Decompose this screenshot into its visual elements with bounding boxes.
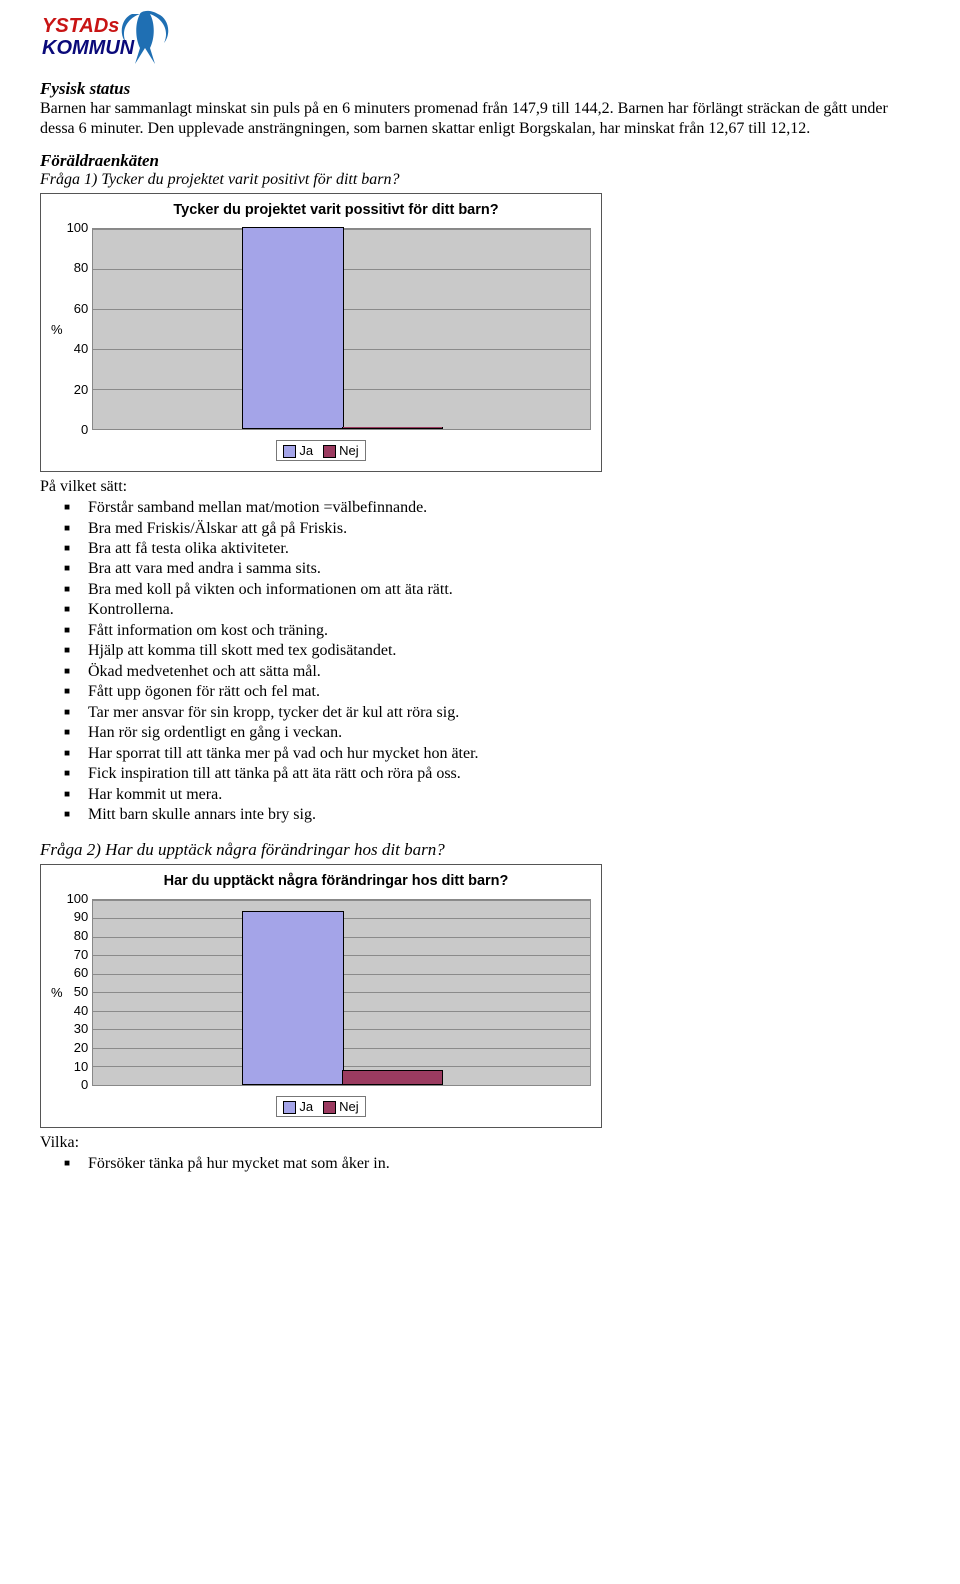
- legend-item: Ja: [283, 1099, 313, 1114]
- chart-2-plot: [92, 899, 591, 1086]
- chart-1-ticks: 100806040200: [67, 228, 93, 430]
- bullets-1: Förstår samband mellan mat/motion =välbe…: [40, 498, 920, 826]
- legend-item: Nej: [323, 1099, 359, 1114]
- list-item: Bra med koll på vikten och informationen…: [88, 580, 920, 600]
- list-item: Har sporrat till att tänka mer på vad oc…: [88, 744, 920, 764]
- chart-2-ylabel: %: [51, 899, 67, 1086]
- chart-2-title: Har du upptäckt några förändringar hos d…: [51, 873, 591, 889]
- legend-item: Nej: [323, 443, 359, 458]
- list-item: Fick inspiration till att tänka på att ä…: [88, 764, 920, 784]
- chart-2-legend: Ja Nej: [51, 1096, 591, 1117]
- body-text-fysisk: Barnen har sammanlagt minskat sin puls p…: [40, 99, 920, 139]
- list-item: Tar mer ansvar för sin kropp, tycker det…: [88, 703, 920, 723]
- svg-text:KOMMUN: KOMMUN: [42, 37, 135, 59]
- bullets1-intro: På vilket sätt:: [40, 478, 920, 496]
- legend-swatch: [323, 445, 336, 458]
- chart-1-title: Tycker du projektet varit possitivt för …: [51, 202, 591, 218]
- bar: [342, 427, 443, 429]
- list-item: Fått upp ögonen för rätt och fel mat.: [88, 682, 920, 702]
- legend-swatch: [323, 1101, 336, 1114]
- svg-text:YSTADs: YSTADs: [42, 15, 119, 37]
- list-item: Fått information om kost och träning.: [88, 621, 920, 641]
- legend-swatch: [283, 445, 296, 458]
- gridline: [93, 900, 590, 901]
- list-item: Har kommit ut mera.: [88, 785, 920, 805]
- question-2: Fråga 2) Har du upptäck några förändring…: [40, 840, 920, 860]
- list-item: Bra med Friskis/Älskar att gå på Friskis…: [88, 519, 920, 539]
- list-item: Försöker tänka på hur mycket mat som åke…: [88, 1154, 920, 1174]
- chart-1-plot: [92, 228, 591, 430]
- section-heading-fysisk: Fysisk status: [40, 79, 920, 99]
- bullets-2: Försöker tänka på hur mycket mat som åke…: [40, 1154, 920, 1174]
- bar: [242, 911, 343, 1085]
- survey-heading: Föräldraenkäten: [40, 151, 920, 171]
- list-item: Mitt barn skulle annars inte bry sig.: [88, 805, 920, 825]
- bar: [342, 1070, 443, 1085]
- chart-2-ticks: 1009080706050403020100: [67, 899, 93, 1086]
- list-item: Bra att få testa olika aktiviteter.: [88, 539, 920, 559]
- list-item: Bra att vara med andra i samma sits.: [88, 559, 920, 579]
- logo: YSTADs KOMMUN: [40, 8, 920, 75]
- list-item: Ökad medvetenhet och att sätta mål.: [88, 662, 920, 682]
- list-item: Hjälp att komma till skott med tex godis…: [88, 641, 920, 661]
- legend-item: Ja: [283, 443, 313, 458]
- list-item: Förstår samband mellan mat/motion =välbe…: [88, 498, 920, 518]
- chart-2: Har du upptäckt några förändringar hos d…: [40, 864, 602, 1128]
- list-item: Kontrollerna.: [88, 600, 920, 620]
- list-item: Han rör sig ordentligt en gång i veckan.: [88, 723, 920, 743]
- legend-swatch: [283, 1101, 296, 1114]
- logo-svg: YSTADs KOMMUN: [40, 8, 200, 70]
- chart-1-legend: Ja Nej: [51, 440, 591, 461]
- chart-1: Tycker du projektet varit possitivt för …: [40, 193, 602, 472]
- chart-1-ylabel: %: [51, 228, 67, 430]
- bar: [242, 227, 343, 429]
- question-1: Fråga 1) Tycker du projektet varit posit…: [40, 171, 920, 189]
- bullets2-intro: Vilka:: [40, 1134, 920, 1152]
